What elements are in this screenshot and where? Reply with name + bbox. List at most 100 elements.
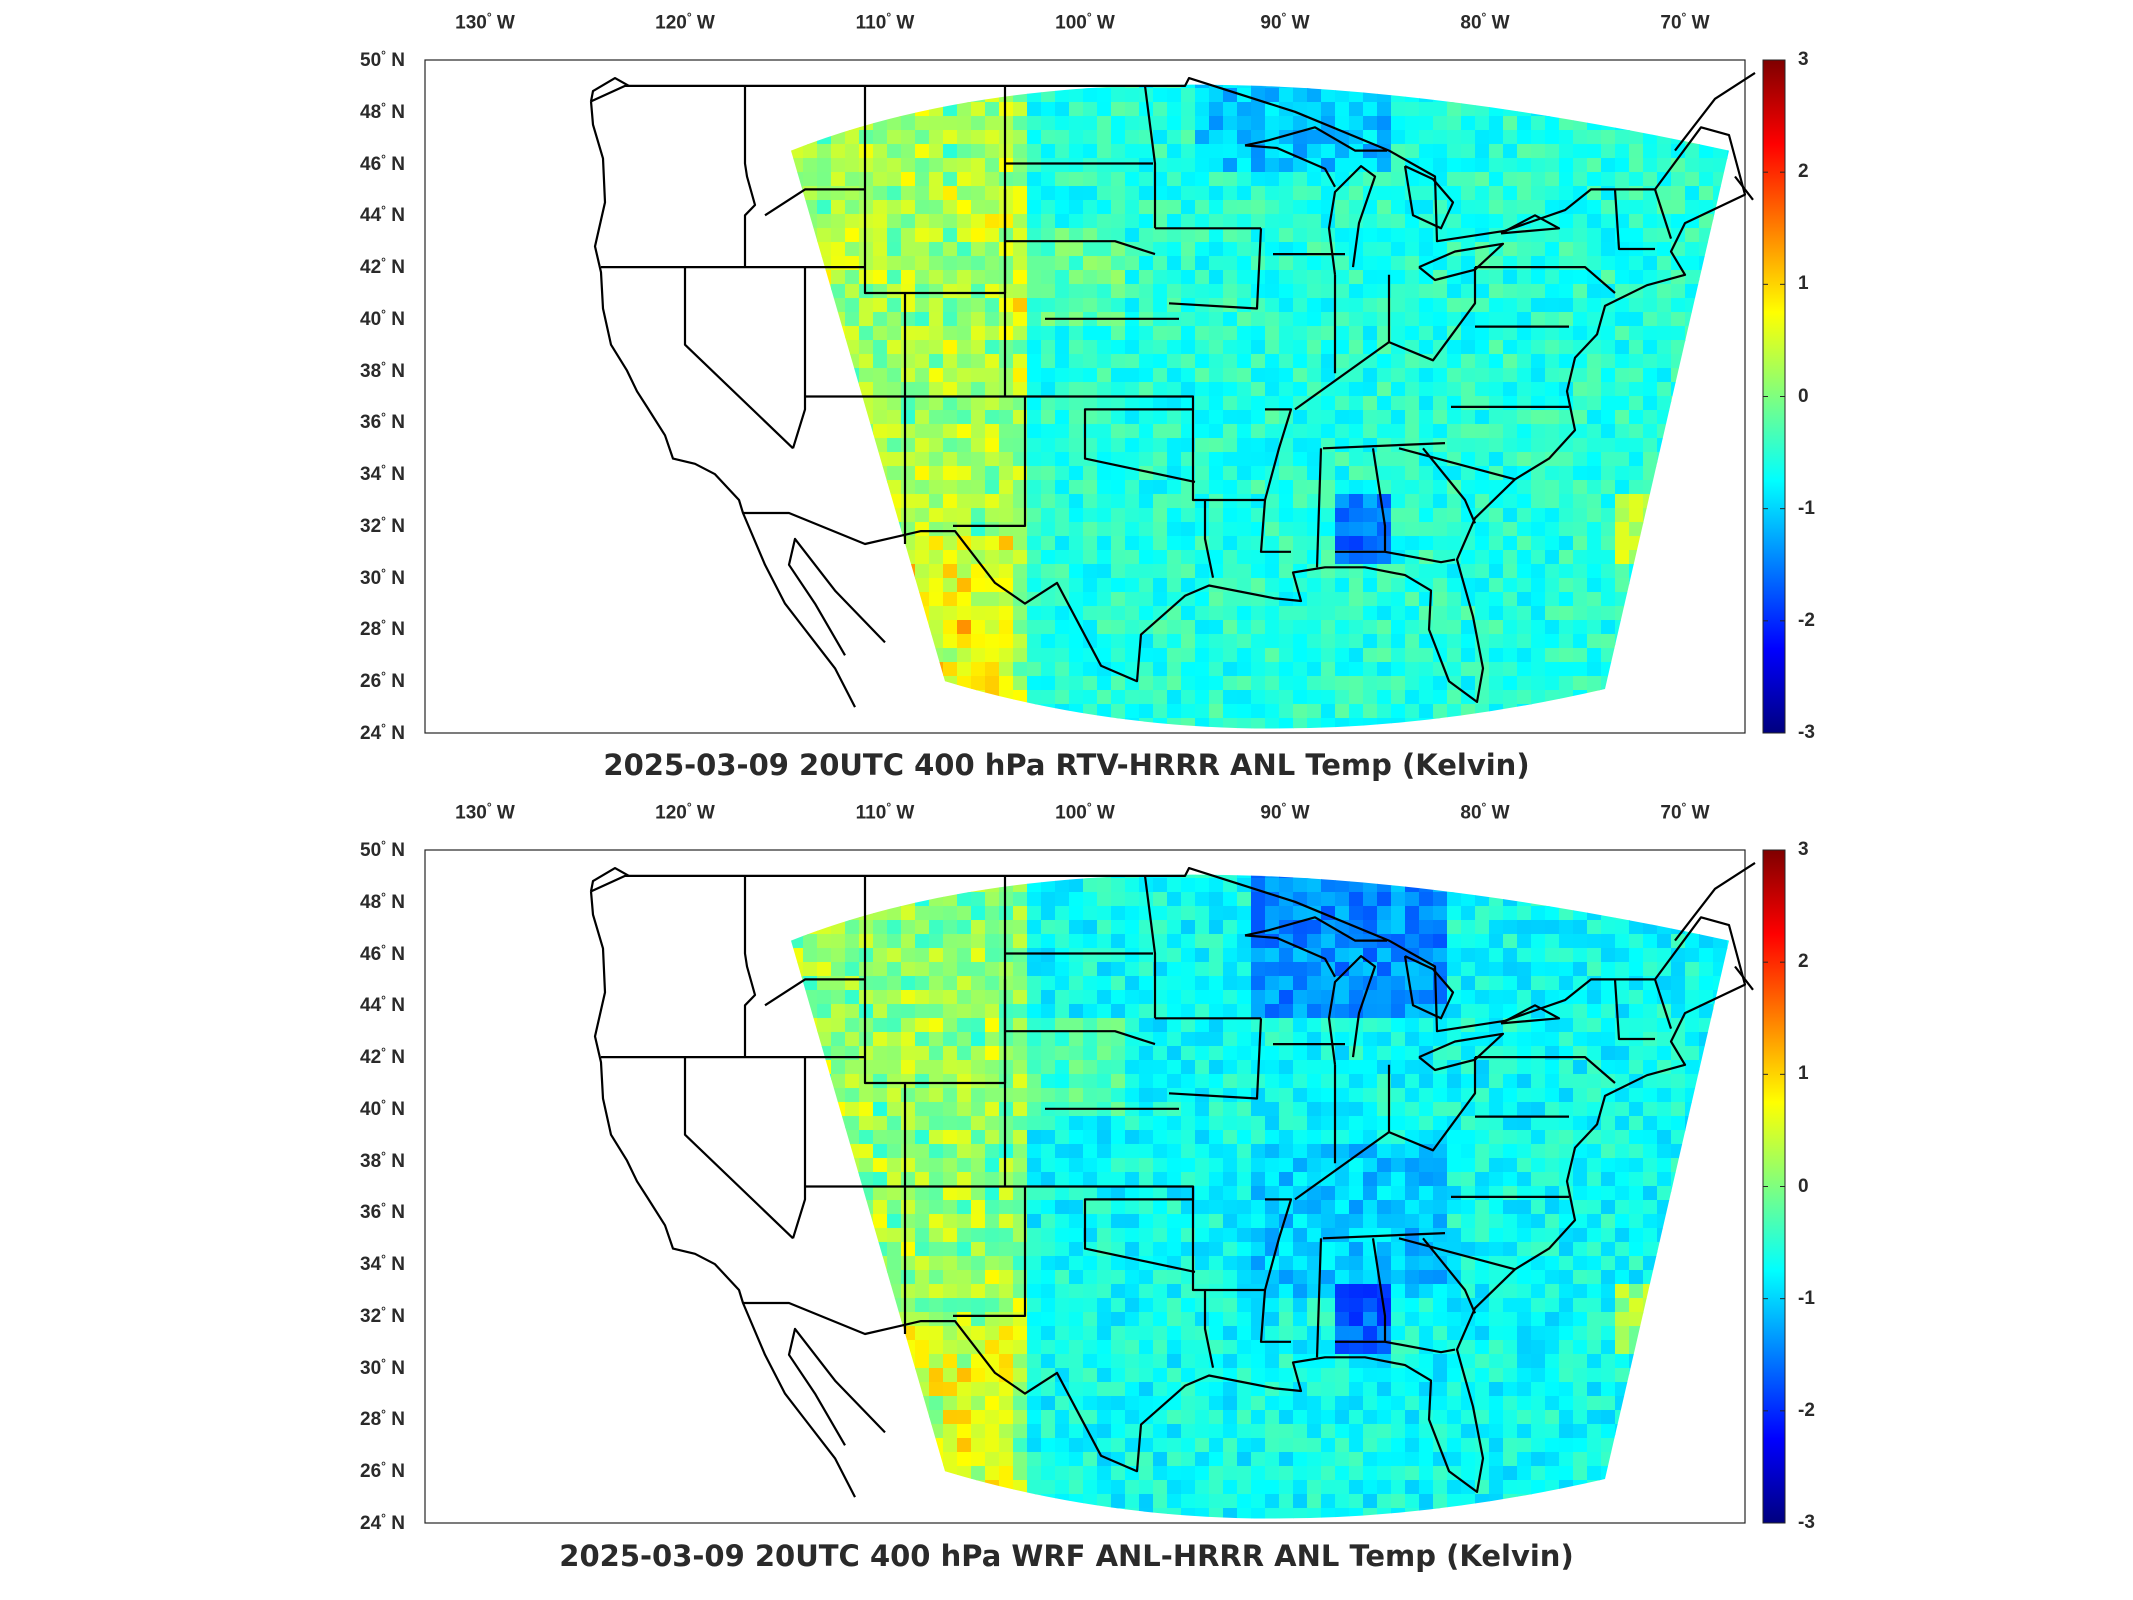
latitude-tick-label: 26° N (360, 669, 405, 693)
state-border (743, 85, 757, 268)
state-border (1335, 448, 1387, 553)
latitude-tick-label: 28° N (360, 1407, 405, 1431)
state-border (1653, 979, 1673, 1029)
latitude-tick-label: 42° N (360, 1044, 405, 1069)
colorbar-tick-label: 3 (1798, 839, 1809, 860)
state-border (1244, 934, 1336, 978)
latitude-tick-label: 48° N (360, 889, 405, 913)
map-plot-wrf (424, 849, 1786, 1524)
state-border (1653, 189, 1673, 239)
longitude-tick-label: 90° W (1260, 800, 1310, 824)
coastline (1674, 861, 1756, 942)
latitude-tick-label: 24° N (360, 720, 405, 745)
latitude-tick-label: 32° N (360, 1303, 405, 1328)
colorbar-tick-label: -1 (1798, 497, 1815, 519)
longitude-tick-label: 100° W (1055, 800, 1115, 824)
latitude-tick-label: 44° N (360, 993, 405, 1017)
lake-shoreline (1327, 165, 1377, 275)
map-panel-wrf: 2025-03-09 20UTC 400 hPa WRF ANL-HRRR AN… (0, 790, 2133, 1580)
coastline (1734, 175, 1754, 201)
longitude-tick-label: 130° W (455, 10, 515, 34)
longitude-tick-label: 70° W (1660, 10, 1710, 34)
colorbar-tick-label: 1 (1798, 273, 1809, 295)
state-border (1322, 442, 1446, 450)
map-panel-rtv: 2025-03-09 20UTC 400 hPa RTV-HRRR ANL Te… (0, 0, 2133, 790)
latitude-tick-label: 30° N (360, 565, 405, 589)
lake-shoreline (1403, 165, 1455, 230)
state-border (1168, 1018, 1263, 1100)
state-border (1475, 266, 1616, 294)
latitude-tick-label: 34° N (360, 1251, 405, 1276)
state-border (683, 267, 794, 450)
coastline (589, 891, 856, 1498)
state-border (953, 1186, 1027, 1317)
lake-shoreline (1244, 916, 1387, 942)
state-border (1398, 447, 1516, 481)
latitude-tick-label: 42° N (360, 254, 405, 279)
state-border (1475, 1056, 1616, 1084)
latitude-tick-label: 26° N (360, 1459, 405, 1483)
longitude-tick-label: 80° W (1460, 10, 1510, 34)
latitude-tick-label: 36° N (360, 1200, 405, 1224)
coastline (589, 101, 856, 708)
state-border (1422, 447, 1477, 524)
colorbar-tick-label: 3 (1798, 49, 1809, 70)
panel-title: 2025-03-09 20UTC 400 hPa RTV-HRRR ANL Te… (603, 748, 1530, 782)
lake-shoreline (1418, 242, 1505, 282)
longitude-tick-label: 120° W (655, 10, 715, 34)
latitude-tick-label: 36° N (360, 410, 405, 434)
longitude-tick-label: 80° W (1460, 800, 1510, 824)
state-border (1422, 1237, 1477, 1314)
colorbar-tick-label: 0 (1798, 385, 1809, 407)
longitude-tick-label: 110° W (855, 800, 915, 824)
state-border (1294, 267, 1477, 411)
lake-shoreline (1500, 214, 1561, 235)
state-border (764, 875, 867, 1007)
latitude-tick-label: 46° N (360, 941, 405, 965)
lake-shoreline (1500, 1004, 1561, 1025)
state-border (791, 1057, 807, 1239)
state-border (1045, 395, 1196, 483)
state-border (1005, 240, 1156, 256)
lake-shoreline (1327, 955, 1377, 1065)
colorbar-tick-label: -1 (1798, 1287, 1815, 1309)
state-border (1244, 144, 1336, 188)
state-border (1384, 1340, 1456, 1354)
state-border (1384, 550, 1456, 564)
latitude-tick-label: 38° N (360, 358, 405, 382)
state-border (1322, 1232, 1446, 1240)
state-border (1143, 85, 1157, 229)
state-border (1005, 1030, 1156, 1046)
latitude-tick-label: 24° N (360, 1510, 405, 1535)
longitude-tick-label: 120° W (655, 800, 715, 824)
state-border (683, 1057, 794, 1240)
colorbar-tick-label: 2 (1798, 161, 1809, 183)
longitude-tick-label: 70° W (1660, 800, 1710, 824)
coastline (1734, 965, 1754, 991)
state-border (1191, 1199, 1265, 1292)
lake-shoreline (1244, 126, 1387, 152)
latitude-tick-label: 40° N (360, 306, 405, 331)
state-border (1398, 1237, 1516, 1271)
state-border (1143, 875, 1157, 1019)
map-plot-rtv (424, 59, 1786, 734)
coastline (589, 867, 630, 892)
coastline (590, 77, 1747, 703)
state-border (1259, 408, 1293, 553)
lake-shoreline (1403, 955, 1455, 1020)
colorbar-tick-label: -3 (1798, 1512, 1815, 1533)
state-border (1045, 1185, 1196, 1273)
state-border (1315, 1238, 1323, 1358)
state-border (1335, 1238, 1387, 1343)
state-border (1168, 228, 1263, 310)
coastline (589, 77, 630, 102)
coastline (590, 867, 1747, 1493)
longitude-tick-label: 90° W (1260, 10, 1310, 34)
state-border (743, 875, 757, 1058)
colorbar-tick-label: -2 (1798, 609, 1815, 631)
state-border (1203, 500, 1215, 578)
longitude-tick-label: 110° W (855, 10, 915, 34)
state-border (1191, 409, 1265, 502)
state-border (764, 85, 867, 217)
longitude-tick-label: 100° W (1055, 10, 1115, 34)
